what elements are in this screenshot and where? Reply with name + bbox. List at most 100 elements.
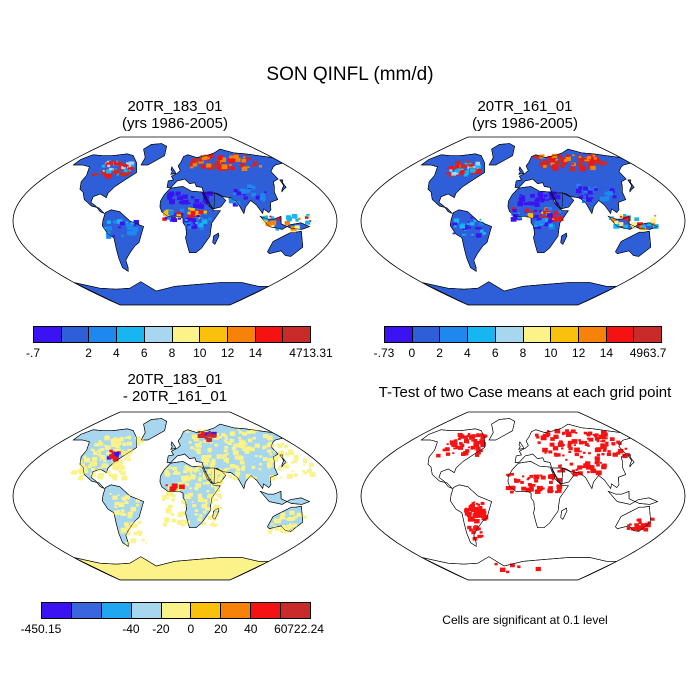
grid-cell [213, 504, 220, 510]
grid-cell [566, 431, 572, 436]
grid-cell [542, 447, 548, 453]
grid-cell [475, 226, 479, 230]
grid-cell [464, 512, 469, 516]
grid-cell [202, 475, 208, 480]
coastline-japan [279, 179, 287, 193]
grid-cell [467, 525, 472, 530]
grid-cell [470, 445, 476, 450]
grid-cell [269, 215, 272, 218]
grid-cell [470, 216, 473, 219]
grid-cell [294, 225, 297, 228]
grid-cell [130, 164, 135, 168]
grid-cell [535, 197, 538, 200]
grid-cell [466, 435, 470, 438]
grid-cell [436, 453, 441, 458]
grid-cell [463, 435, 468, 439]
grid-cell [605, 437, 608, 440]
grid-cell [537, 226, 542, 230]
grid-cell [624, 447, 628, 450]
grid-cell [581, 198, 588, 204]
grid-cell [309, 463, 314, 467]
grid-cell [211, 458, 216, 462]
grid-cell [595, 447, 602, 452]
colorbar-tick-label: -40 [122, 622, 140, 636]
grid-cell [641, 227, 647, 232]
grid-cell [571, 163, 575, 165]
grid-cell [185, 475, 189, 478]
grid-cell [588, 437, 594, 442]
grid-cell [500, 567, 506, 572]
grid-cell [562, 433, 565, 436]
coastline-arabia [551, 467, 575, 485]
grid-cell [567, 444, 572, 448]
grid-cell [541, 221, 545, 225]
grid-cell [575, 188, 582, 194]
grid-cell [162, 498, 165, 502]
grid-cell [576, 183, 581, 188]
grid-cell [578, 195, 584, 199]
grid-cell [459, 169, 465, 175]
grid-cell [90, 448, 94, 451]
grid-cell [522, 196, 526, 199]
grid-cell [133, 219, 139, 225]
grid-cell [517, 216, 522, 220]
grid-cell [280, 530, 284, 533]
grid-cell [542, 215, 549, 221]
grid-cell [587, 162, 593, 166]
colorbar-swatch [144, 327, 173, 342]
grid-cell [604, 196, 610, 201]
grid-cell [168, 191, 175, 197]
grid-cell [534, 220, 541, 226]
grid-cell [654, 214, 657, 217]
grid-cell [197, 497, 204, 503]
grid-cell [170, 513, 175, 516]
grid-cell [125, 541, 130, 546]
grid-cell [546, 217, 549, 219]
grid-cell [183, 505, 187, 508]
landmass-indonesia [607, 490, 659, 505]
grid-cell [296, 512, 302, 517]
grid-cell [180, 195, 184, 199]
grid-cell [188, 441, 192, 444]
grid-cell [534, 199, 540, 203]
grid-cell [449, 165, 454, 169]
grid-cell [529, 484, 534, 489]
grid-cell [609, 188, 615, 192]
colorbar-swatch [161, 603, 192, 618]
grid-cell [221, 164, 228, 170]
grid-cell [122, 467, 126, 470]
significance-note: Cells are significant at 0.1 level [442, 613, 608, 627]
grid-cell [198, 444, 202, 448]
grid-cell [103, 459, 107, 463]
grid-cell [209, 523, 212, 526]
grid-cell [303, 214, 306, 217]
grid-cell [562, 454, 565, 457]
coastline-indonesia [259, 215, 311, 230]
grid-cell [479, 218, 482, 221]
grid-cell [200, 165, 206, 169]
grid-cell [171, 498, 176, 502]
grid-cell [215, 471, 221, 475]
grid-cell [263, 434, 269, 439]
grid-cell [583, 431, 588, 435]
grid-cell [582, 451, 586, 454]
grid-cell [214, 498, 218, 502]
grid-cell [243, 154, 247, 157]
grid-cell [554, 454, 558, 457]
grid-cell [241, 432, 246, 436]
grid-cell [601, 452, 605, 456]
grid-cell [547, 220, 552, 224]
grid-cell [184, 476, 191, 482]
grid-cell [232, 450, 239, 455]
grid-cell [79, 460, 82, 463]
grid-cell [104, 445, 111, 450]
grid-cell [117, 161, 123, 165]
grid-cell [467, 517, 474, 522]
grid-cell [292, 523, 298, 528]
grid-cell [478, 227, 482, 230]
grid-cell [613, 223, 620, 229]
grid-cell [202, 455, 209, 460]
grid-cell [533, 225, 538, 229]
grid-cell [241, 166, 248, 171]
grid-cell [477, 513, 482, 517]
